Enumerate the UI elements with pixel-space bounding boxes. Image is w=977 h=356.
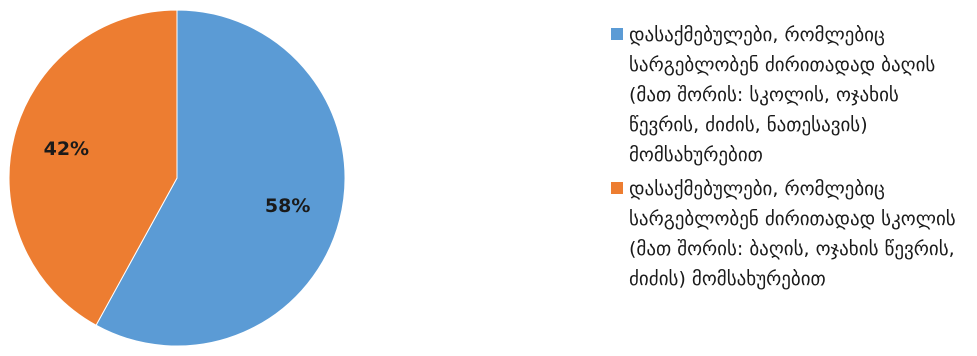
data-label-school: 42% bbox=[44, 138, 89, 160]
pie-slice-garden bbox=[95, 9, 346, 347]
legend-swatch-school bbox=[611, 182, 623, 194]
legend-item-school: დასაქმებულები, რომლებიც სარგებლობენ ძირი… bbox=[610, 174, 975, 294]
legend-item-garden: დასაქმებულები, რომლებიც სარგებლობენ ძირი… bbox=[610, 20, 975, 170]
data-label-garden: 58% bbox=[265, 195, 310, 217]
legend-swatch-garden bbox=[611, 28, 623, 40]
pie-slice-school bbox=[8, 9, 178, 326]
legend-label-school: დასაქმებულები, რომლებიც სარგებლობენ ძირი… bbox=[629, 178, 956, 290]
legend-label-garden: დასაქმებულები, რომლებიც სარგებლობენ ძირი… bbox=[629, 24, 936, 166]
chart-legend: დასაქმებულები, რომლებიც სარგებლობენ ძირი… bbox=[610, 20, 975, 298]
